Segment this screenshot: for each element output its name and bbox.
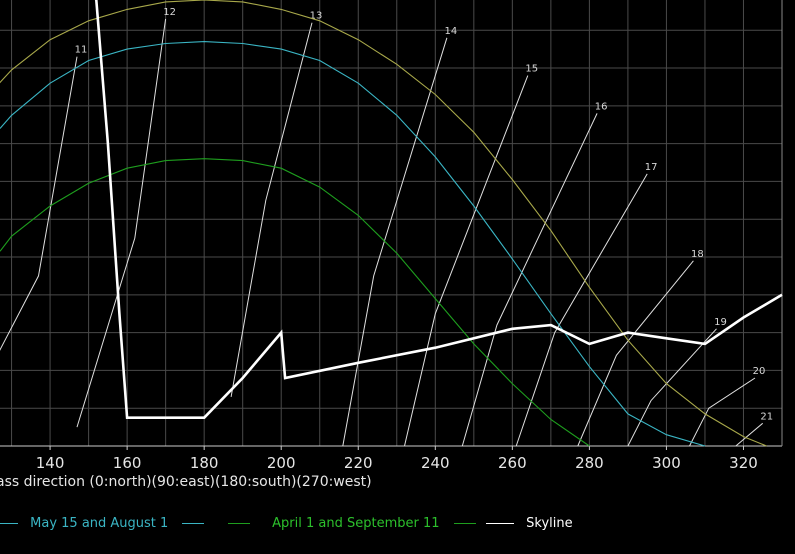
- hour-label: 13: [310, 11, 323, 22]
- legend-item-may-aug: May 15 and August 1: [0, 516, 205, 532]
- x-axis-label: ass direction (0:north)(90:east)(180:sou…: [0, 474, 372, 490]
- x-tick-label: 220: [344, 454, 373, 472]
- hour-label: 21: [760, 411, 773, 422]
- hour-label: 20: [753, 366, 766, 377]
- x-tick-label: 240: [421, 454, 450, 472]
- series-line-3: [94, 0, 783, 420]
- hour-label: 17: [645, 162, 658, 173]
- series-line-1: [0, 41, 706, 447]
- hour-line: [404, 75, 529, 447]
- hour-label: 14: [444, 26, 457, 37]
- hour-line: [689, 377, 756, 447]
- hour-label: 15: [525, 64, 538, 75]
- legend-label: May 15 and August 1: [30, 516, 169, 531]
- hour-label: 18: [691, 249, 704, 260]
- hour-line: [515, 173, 648, 447]
- x-tick-label: 180: [190, 454, 219, 472]
- hour-line: [230, 22, 313, 397]
- legend-line: [486, 523, 514, 524]
- x-tick-label: 320: [729, 454, 758, 472]
- hour-line: [735, 422, 764, 447]
- hour-label: 12: [163, 7, 176, 18]
- hour-line: [76, 18, 167, 428]
- legend-line: [228, 523, 250, 524]
- series-line-2: [0, 158, 590, 447]
- hour-label: 11: [75, 45, 88, 56]
- hour-line: [342, 37, 448, 447]
- hour-label: 16: [595, 101, 608, 112]
- legend-label: Skyline: [526, 516, 573, 531]
- x-tick-label: 260: [498, 454, 527, 472]
- x-tick-label: 280: [575, 454, 604, 472]
- x-tick-label: 200: [267, 454, 296, 472]
- legend: May 15 and August 1 April 1 and Septembe…: [0, 510, 795, 536]
- series-line-0: [0, 0, 767, 447]
- legend-item-apr-sep: April 1 and September 11: [228, 516, 476, 532]
- legend-line: [0, 523, 18, 524]
- x-tick-label: 160: [113, 454, 142, 472]
- hour-label: 19: [714, 317, 727, 328]
- legend-item-skyline: Skyline: [486, 516, 573, 532]
- legend-line: [453, 523, 476, 524]
- hour-line: [577, 260, 694, 447]
- hour-line: [461, 113, 598, 447]
- hour-line: [0, 56, 78, 351]
- legend-label: April 1 and September 11: [272, 516, 440, 531]
- x-tick-label: 140: [36, 454, 65, 472]
- hour-line: [627, 328, 717, 447]
- legend-line: [182, 523, 205, 524]
- x-tick-label: 300: [652, 454, 681, 472]
